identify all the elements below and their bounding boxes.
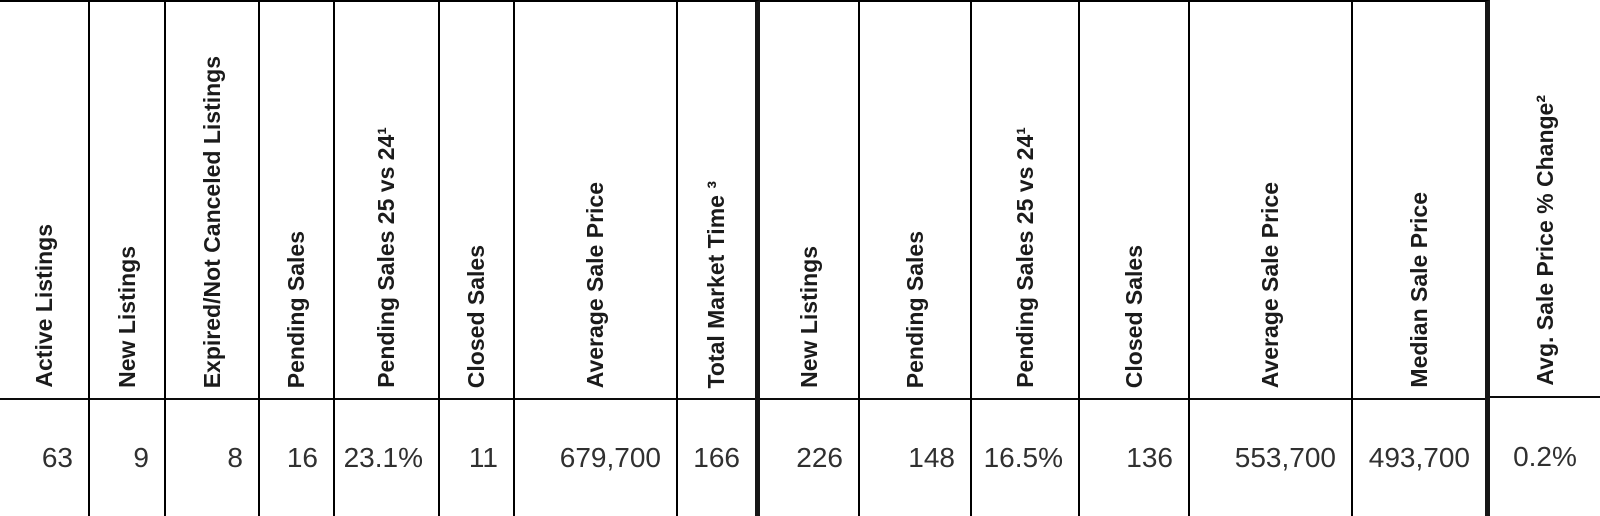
value-pending-sales-pct-change-2: 16.5% xyxy=(983,442,1063,473)
header-cell: Avg. Sale Price % Change² xyxy=(1490,0,1600,398)
column-pending-sales: Pending Sales 16 xyxy=(260,0,335,516)
header-cell: Pending Sales xyxy=(860,2,970,400)
header-label-pending-sales-pct-change: Pending Sales 25 vs 24¹ xyxy=(373,127,400,388)
column-pending-sales-pct-change: Pending Sales 25 vs 24¹ 23.1% xyxy=(335,0,440,516)
header-cell: Pending Sales 25 vs 24¹ xyxy=(972,2,1078,400)
column-pending-sales-2: Pending Sales 148 xyxy=(860,0,972,516)
header-label-new-listings-2: New Listings xyxy=(795,246,822,388)
value-active-listings: 63 xyxy=(41,442,73,473)
value-average-sale-price-2: 553,700 xyxy=(1234,442,1336,473)
header-cell: Expired/Not Canceled Listings xyxy=(166,2,258,400)
header-cell: Median Sale Price xyxy=(1353,2,1485,400)
header-label-pending-sales-2: Pending Sales xyxy=(901,230,928,388)
column-expired-not-canceled-listings: Expired/Not Canceled Listings 8 xyxy=(166,0,260,516)
column-new-listings-2: New Listings 226 xyxy=(760,0,860,516)
column-closed-sales: Closed Sales 11 xyxy=(440,0,515,516)
header-label-median-sale-price: Median Sale Price xyxy=(1405,192,1432,388)
column-average-sale-price: Average Sale Price 679,700 xyxy=(515,0,678,516)
column-average-sale-price-2: Average Sale Price 553,700 xyxy=(1190,0,1353,516)
header-cell: New Listings xyxy=(90,2,164,400)
header-label-expired-not-canceled-listings: Expired/Not Canceled Listings xyxy=(198,55,225,388)
header-label-pending-sales-pct-change-2: Pending Sales 25 vs 24¹ xyxy=(1011,127,1038,388)
header-label-new-listings: New Listings xyxy=(113,246,140,388)
value-new-listings-2: 226 xyxy=(796,442,843,473)
column-active-listings: Active Listings 63 xyxy=(0,0,90,516)
column-new-listings: New Listings 9 xyxy=(90,0,166,516)
value-new-listings: 9 xyxy=(133,442,149,473)
column-closed-sales-2: Closed Sales 136 xyxy=(1080,0,1190,516)
header-label-active-listings: Active Listings xyxy=(30,224,57,388)
column-avg-sale-price-pct-change: Avg. Sale Price % Change² 0.2% xyxy=(1490,0,1600,516)
header-label-average-sale-price: Average Sale Price xyxy=(582,181,609,388)
value-median-sale-price: 493,700 xyxy=(1368,442,1470,473)
header-cell: Pending Sales xyxy=(260,2,333,400)
header-cell: New Listings xyxy=(760,2,858,400)
value-avg-sale-price-pct-change: 0.2% xyxy=(1513,441,1577,472)
header-label-closed-sales-2: Closed Sales xyxy=(1120,244,1147,388)
header-cell: Active Listings xyxy=(0,2,88,400)
value-pending-sales-pct-change: 23.1% xyxy=(343,442,423,473)
header-label-pending-sales: Pending Sales xyxy=(283,230,310,388)
header-cell: Average Sale Price xyxy=(1190,2,1351,400)
column-median-sale-price: Median Sale Price 493,700 xyxy=(1353,0,1490,516)
header-label-total-market-time: Total Market Time ³ xyxy=(703,180,730,388)
value-total-market-time: 166 xyxy=(693,442,740,473)
value-average-sale-price: 679,700 xyxy=(559,442,661,473)
value-pending-sales: 16 xyxy=(286,442,318,473)
column-pending-sales-pct-change-2: Pending Sales 25 vs 24¹ 16.5% xyxy=(972,0,1080,516)
header-cell: Total Market Time ³ xyxy=(678,2,755,400)
header-cell: Closed Sales xyxy=(1080,2,1188,400)
value-closed-sales: 11 xyxy=(468,442,498,473)
header-label-closed-sales: Closed Sales xyxy=(463,244,490,388)
header-cell: Average Sale Price xyxy=(515,2,676,400)
header-cell: Closed Sales xyxy=(440,2,513,400)
column-total-market-time: Total Market Time ³ 166 xyxy=(678,0,760,516)
value-expired-not-canceled-listings: 8 xyxy=(227,442,243,473)
header-label-average-sale-price-2: Average Sale Price xyxy=(1257,181,1284,388)
value-closed-sales-2: 136 xyxy=(1126,442,1173,473)
header-label-avg-sale-price-pct-change: Avg. Sale Price % Change² xyxy=(1531,95,1558,386)
header-cell: Pending Sales 25 vs 24¹ xyxy=(335,2,438,400)
value-pending-sales-2: 148 xyxy=(908,442,955,473)
